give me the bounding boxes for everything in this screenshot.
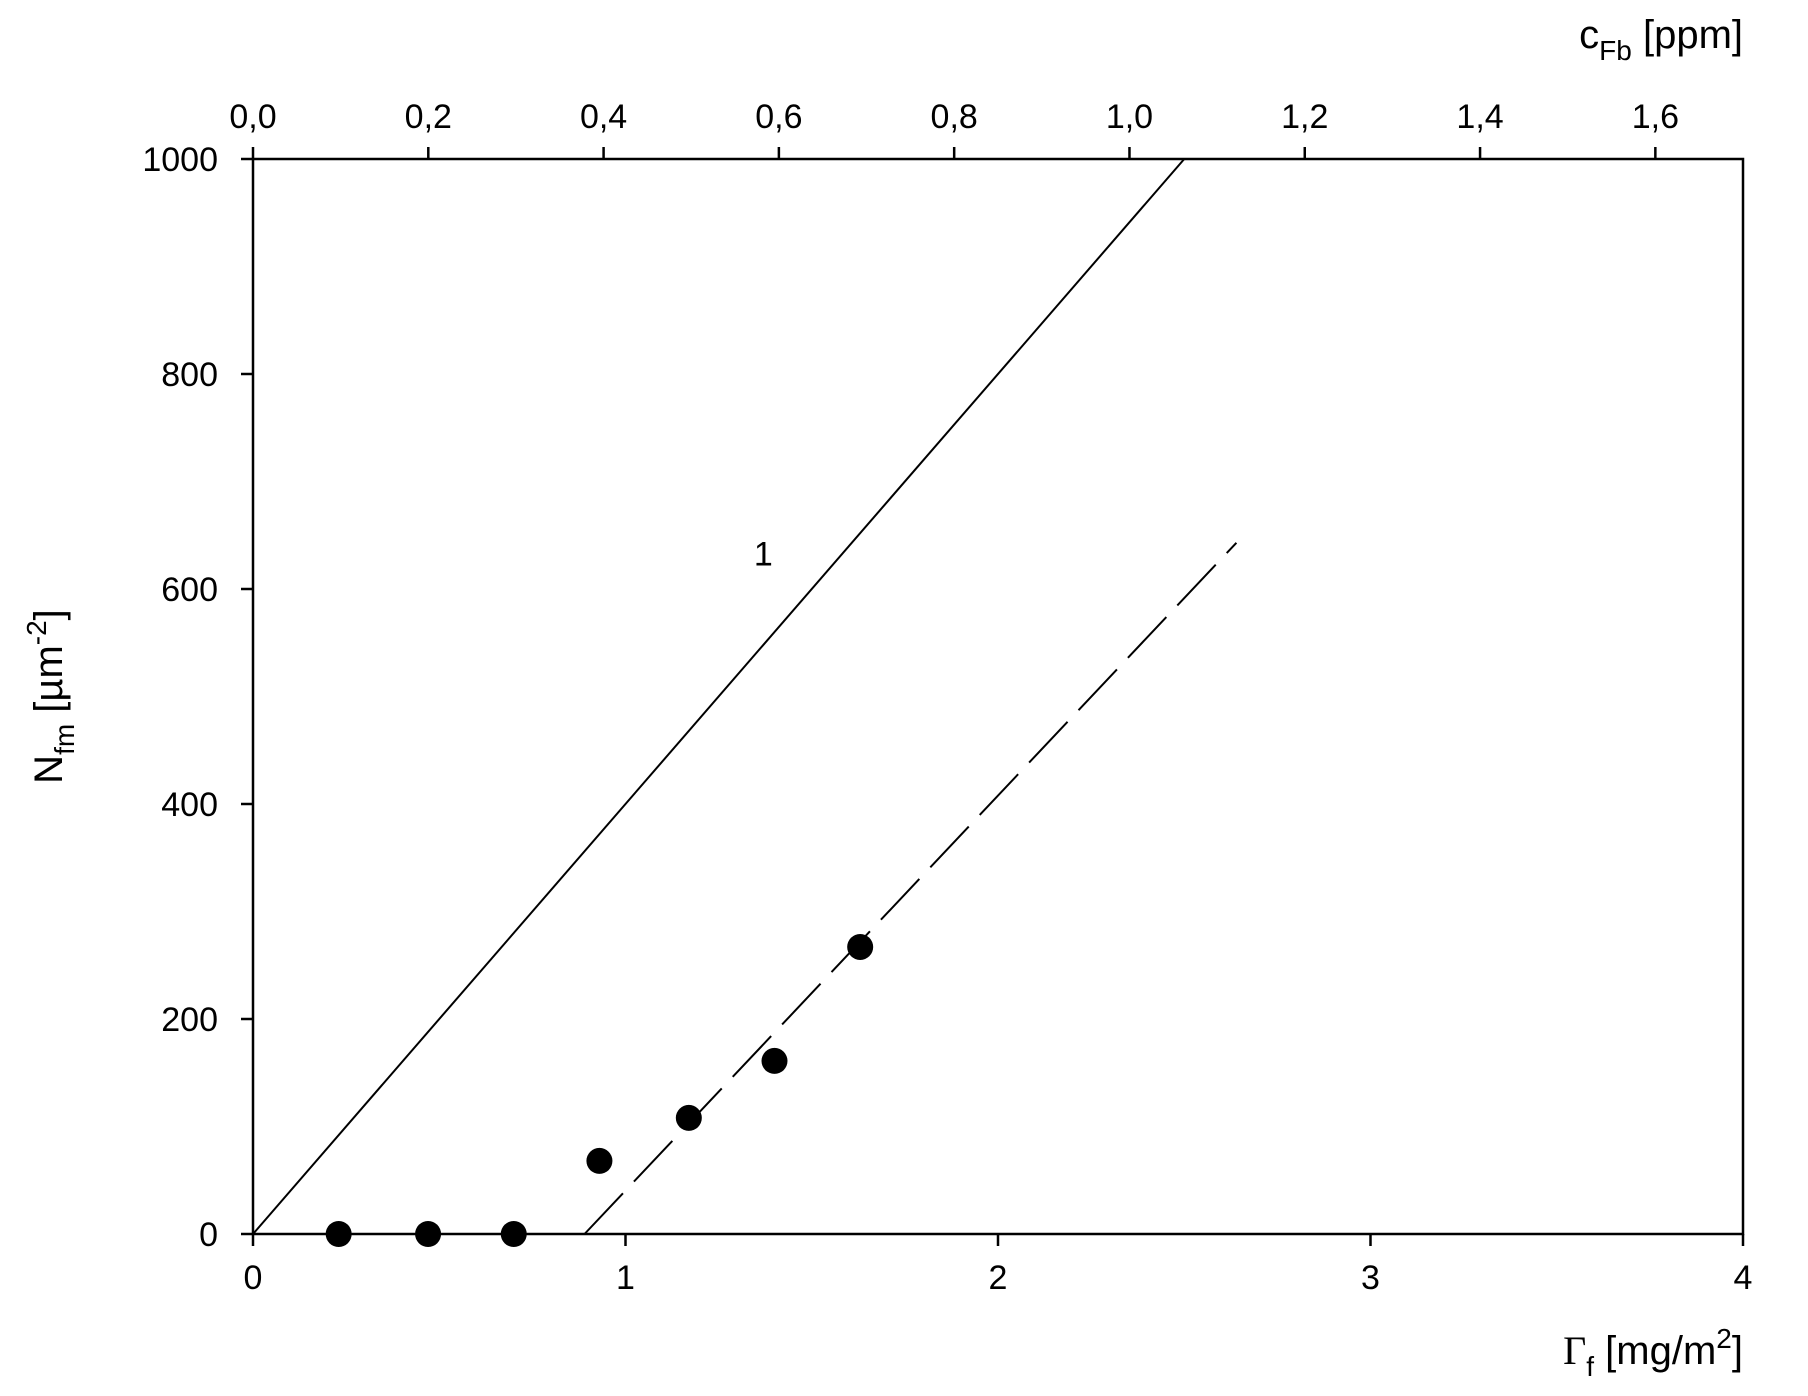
y-axis-label-main: N [27, 755, 71, 784]
x-axis-label-main: Γ [1563, 1328, 1586, 1373]
top-tick-label: 1,2 [1281, 98, 1328, 136]
x-axis-label-unit: [mg/m [1594, 1329, 1716, 1373]
x-axis-label-close: ] [1732, 1329, 1743, 1373]
top-axis-label-sub: Fb [1599, 35, 1632, 66]
x-tick-label: 0 [244, 1259, 263, 1297]
solid-line-1 [252, 158, 1186, 1235]
dashed-fit-line [583, 542, 1238, 1235]
y-tick-label: 600 [161, 571, 218, 609]
data-point [586, 1147, 613, 1174]
data-point [675, 1104, 702, 1131]
annotation-layer: 1 [754, 535, 773, 573]
x-tick-label: 2 [989, 1259, 1008, 1297]
top-tick-label: 0,0 [229, 98, 276, 136]
x-axis-top: 0,0 0,2 0,4 0,6 0,8 1,0 1,2 1,4 1,6 [229, 98, 1679, 159]
line-annotation: 1 [754, 535, 773, 573]
y-axis-label-sub: fm [49, 724, 80, 755]
x-tick-label: 4 [1734, 1259, 1753, 1297]
top-axis-label: cFb [ppm] [1579, 13, 1743, 66]
y-tick-label: 0 [199, 1216, 218, 1254]
y-tick-label: 200 [161, 1001, 218, 1039]
y-axis-left: 0 200 400 600 800 1000 [142, 141, 253, 1254]
top-tick-label: 1,0 [1106, 98, 1153, 136]
y-axis-label: Nfm [µm-2] [21, 609, 80, 784]
y-axis-label-sup: -2 [21, 620, 52, 645]
y-tick-label: 400 [161, 786, 218, 824]
top-tick-label: 0,2 [405, 98, 452, 136]
y-axis-label-unit: [µm [27, 645, 71, 724]
data-point [761, 1047, 788, 1074]
y-tick-label: 1000 [142, 141, 218, 179]
data-point [847, 933, 874, 960]
x-tick-label: 1 [616, 1259, 635, 1297]
x-axis-label-sub: f [1586, 1351, 1594, 1382]
y-axis-label-close: ] [27, 609, 71, 620]
top-tick-label: 0,4 [580, 98, 627, 136]
data-point [500, 1221, 527, 1247]
plot-frame [251, 157, 1745, 1236]
x-axis-label-sup: 2 [1716, 1323, 1732, 1354]
x-axis-bottom: 0 1 2 3 4 [244, 1234, 1753, 1297]
data-point [325, 1221, 352, 1247]
x-tick-label: 3 [1361, 1259, 1380, 1297]
x-axis-label: Γf [mg/m2] [1563, 1323, 1743, 1382]
y-tick-label: 800 [161, 356, 218, 394]
top-tick-label: 0,6 [755, 98, 802, 136]
series-layer [252, 158, 1238, 1247]
top-tick-label: 1,4 [1456, 98, 1503, 136]
top-axis-label-main: c [1579, 13, 1599, 57]
top-axis-label-unit: [ppm] [1632, 13, 1743, 57]
data-point [415, 1221, 442, 1247]
top-tick-label: 1,6 [1632, 98, 1679, 136]
top-tick-label: 0,8 [931, 98, 978, 136]
